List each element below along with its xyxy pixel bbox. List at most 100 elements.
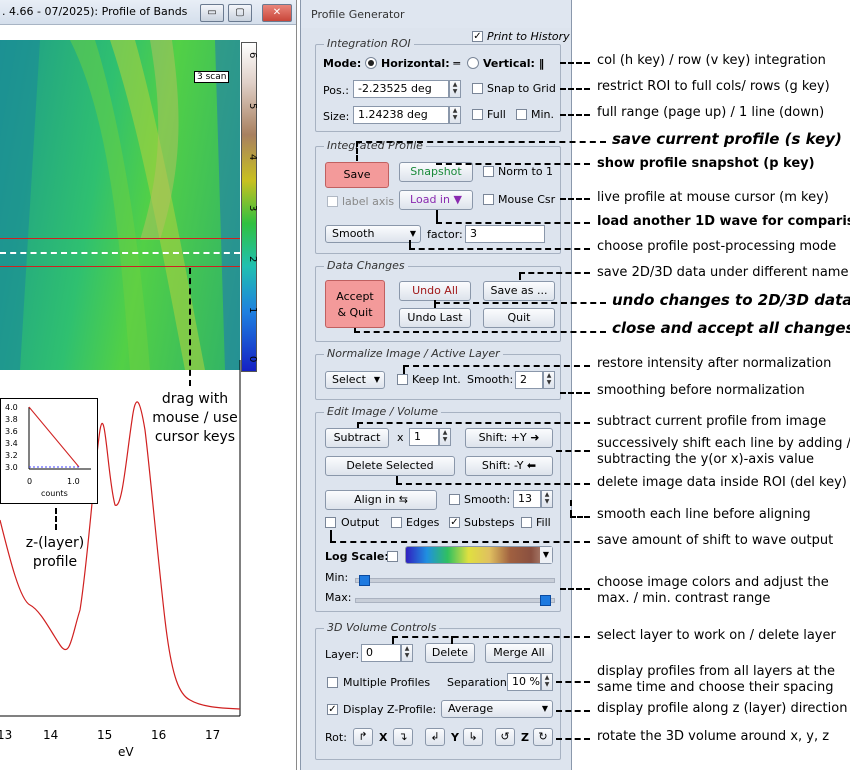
leader-line	[436, 163, 590, 165]
pos-input[interactable]: -2.23525 deg	[353, 80, 449, 98]
annotation-align-smooth: smooth each line before aligning	[597, 507, 811, 522]
rotate-y-ccw-button[interactable]: ↲	[425, 728, 445, 746]
output-checkbox[interactable]	[325, 517, 336, 528]
annotation-layer: select layer to work on / delete layer	[597, 628, 836, 643]
print-history-checkbox[interactable]: ✓	[472, 31, 483, 42]
multiple-profiles-checkbox[interactable]	[327, 677, 338, 688]
norm-smooth-spinner[interactable]: ▲ ▼	[543, 371, 555, 389]
color-table-select[interactable]: ▼	[405, 546, 553, 564]
leader-line	[556, 710, 590, 712]
min-contrast-thumb[interactable]	[358, 575, 370, 586]
pos-spinner[interactable]: ▲ ▼	[449, 80, 461, 98]
norm-checkbox[interactable]	[483, 166, 494, 177]
log-scale-checkbox[interactable]	[387, 551, 398, 562]
band-image[interactable]	[0, 40, 240, 370]
keep-int-checkbox[interactable]	[397, 374, 408, 385]
mouse-csr-checkbox[interactable]	[483, 194, 494, 205]
leader-line	[560, 88, 590, 90]
min-contrast-slider[interactable]	[355, 578, 555, 583]
size-input[interactable]: 1.24238 deg	[353, 106, 449, 124]
quit-button[interactable]: Quit	[483, 308, 555, 328]
leader-line	[570, 516, 590, 518]
align-smooth-checkbox[interactable]	[449, 494, 460, 505]
z-profile-inset: 4.0 3.8 3.6 3.4 3.2 3.0 0 1.0 counts	[0, 398, 98, 504]
factor-input[interactable]: 3	[465, 225, 545, 243]
max-contrast-thumb[interactable]	[540, 595, 552, 606]
normalize-group: Normalize Image / Active Layer	[315, 347, 561, 400]
merge-all-button[interactable]: Merge All	[485, 643, 553, 663]
align-smooth-spinner[interactable]: ▲ ▼	[541, 490, 553, 508]
vertical-label: Vertical: ‖	[483, 57, 545, 70]
rot-label: Rot:	[325, 731, 347, 744]
annotation-rotate: rotate the 3D volume around x, y, z	[597, 729, 830, 744]
roi-center-line[interactable]	[0, 252, 240, 254]
delete-selected-button[interactable]: Delete Selected	[325, 456, 455, 476]
rotate-x-cw-button[interactable]: ↴	[393, 728, 413, 746]
save-button[interactable]: Save	[325, 162, 389, 188]
layer-input[interactable]: 0	[361, 644, 401, 662]
normalize-select[interactable]: Select ▼	[325, 371, 385, 389]
vertical-radio[interactable]	[467, 57, 479, 69]
leader-line	[436, 210, 438, 222]
full-checkbox[interactable]	[472, 109, 483, 120]
undo-last-button[interactable]: Undo Last	[399, 308, 471, 328]
label-axis-checkbox[interactable]	[327, 196, 338, 207]
close-button[interactable]: ✕	[262, 4, 292, 22]
x-tick: 17	[205, 728, 221, 742]
shift-plus-button[interactable]: Shift: +Y ➜	[465, 428, 553, 448]
fill-checkbox[interactable]	[521, 517, 532, 528]
annotation-full-range: full range (page up) / 1 line (down)	[597, 105, 825, 120]
shift-minus-button[interactable]: Shift: -Y ⬅	[465, 456, 553, 476]
leader-line	[330, 541, 590, 543]
colorbar-tick: 3	[247, 205, 258, 212]
output-label: Output	[341, 516, 380, 529]
roi-top-line[interactable]	[0, 238, 240, 239]
accept-quit-button[interactable]: Accept & Quit	[325, 280, 385, 328]
rotate-z-ccw-button[interactable]: ↺	[495, 728, 515, 746]
display-z-checkbox[interactable]: ✓	[327, 704, 338, 715]
annotation-subtract: subtract current profile from image	[597, 414, 827, 429]
minimize-button[interactable]: ▭	[200, 4, 224, 22]
drag-label: drag with mouse / use cursor keys	[152, 391, 238, 445]
leader-line	[396, 483, 590, 485]
align-button[interactable]: Align in ⇆	[325, 490, 437, 510]
snap-grid-checkbox[interactable]	[472, 83, 483, 94]
edit-image-group: Edit Image / Volume	[315, 405, 561, 612]
mouse-csr-label: Mouse Csr	[498, 193, 556, 206]
size-spinner[interactable]: ▲ ▼	[449, 106, 461, 124]
rotate-x-ccw-button[interactable]: ↱	[353, 728, 373, 746]
separation-input[interactable]: 10 %	[507, 673, 541, 691]
save-as-button[interactable]: Save as ...	[483, 281, 555, 301]
annotation-undo: undo changes to 2D/3D data	[612, 291, 850, 309]
layer-spinner[interactable]: ▲ ▼	[401, 644, 413, 662]
subtract-factor-input[interactable]: 1	[409, 428, 439, 446]
z-mode-select[interactable]: Average ▼	[441, 700, 553, 718]
leader-line	[556, 681, 590, 683]
max-contrast-slider[interactable]	[355, 598, 555, 603]
leader-line	[434, 302, 606, 304]
delete-layer-button[interactable]: Delete	[425, 643, 475, 663]
separation-spinner[interactable]: ▲ ▼	[541, 673, 553, 691]
inset-ytick: 3.0	[5, 463, 18, 472]
maximize-button[interactable]: ▢	[228, 4, 252, 22]
annotation-accept: close and accept all changes	[612, 319, 850, 337]
align-smooth-input[interactable]: 13	[513, 490, 541, 508]
band-image-overlay	[0, 40, 240, 370]
subtract-factor-spinner[interactable]: ▲ ▼	[439, 428, 451, 446]
rotate-z-cw-button[interactable]: ↻	[533, 728, 553, 746]
min-checkbox[interactable]	[516, 109, 527, 120]
horizontal-radio[interactable]	[365, 57, 377, 69]
annotation-mouse-csr: live profile at mouse cursor (m key)	[597, 190, 829, 205]
load-in-button[interactable]: Load in ▼	[399, 190, 473, 210]
norm-smooth-input[interactable]: 2	[515, 371, 543, 389]
snapshot-button[interactable]: Snapshot	[399, 162, 473, 182]
snap-grid-label: Snap to Grid	[487, 82, 556, 95]
substeps-checkbox[interactable]: ✓	[449, 517, 460, 528]
smooth-select[interactable]: Smooth ▼	[325, 225, 421, 243]
roi-bottom-line[interactable]	[0, 266, 240, 267]
rotate-y-cw-button[interactable]: ↳	[463, 728, 483, 746]
edges-checkbox[interactable]	[391, 517, 402, 528]
subtract-button[interactable]: Subtract	[325, 428, 389, 448]
undo-all-button[interactable]: Undo All	[399, 281, 471, 301]
annotation-delete-selected: delete image data inside ROI (del key)	[597, 475, 847, 490]
